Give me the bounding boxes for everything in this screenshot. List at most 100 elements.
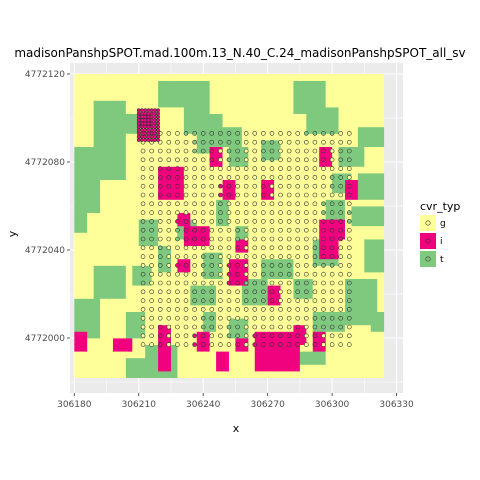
raster-cell [216, 126, 223, 134]
raster-cell [377, 225, 385, 233]
raster-cell [93, 357, 101, 365]
point-t [157, 245, 163, 251]
point-i [321, 148, 326, 154]
point-g [312, 192, 318, 198]
raster-cell [112, 74, 120, 81]
point-g [157, 298, 163, 303]
raster-cell [370, 225, 378, 233]
raster-cell [93, 311, 101, 319]
raster-cell [228, 219, 236, 227]
raster-cell [170, 140, 178, 147]
raster-cell [274, 371, 281, 378]
raster-cell [377, 173, 385, 180]
raster-cell [364, 186, 372, 194]
raster-cell [93, 351, 101, 359]
raster-cell [228, 351, 236, 359]
raster-cell [254, 239, 262, 246]
raster-cell [286, 291, 294, 299]
x-tick-label: 306210 [122, 400, 157, 410]
raster-cell [112, 344, 120, 352]
raster-cell [351, 364, 359, 372]
raster-cell [325, 364, 333, 372]
point-i [329, 227, 335, 233]
raster-cell [274, 239, 281, 246]
raster-cell [80, 265, 88, 273]
raster-cell [170, 371, 178, 378]
raster-cell [74, 265, 82, 273]
raster-cell [196, 206, 204, 213]
raster-cell [357, 166, 365, 174]
raster-cell [87, 364, 95, 372]
raster-cell [261, 364, 269, 372]
raster-cell [80, 126, 88, 134]
raster-cell [151, 305, 159, 312]
raster-cell [364, 305, 372, 312]
raster-cell [241, 212, 249, 220]
point-t [226, 148, 232, 154]
raster-cell [332, 219, 339, 227]
point-g [304, 201, 309, 207]
raster-cell [267, 258, 275, 266]
raster-cell [325, 100, 333, 108]
raster-cell [119, 278, 127, 286]
raster-cell [364, 140, 372, 147]
raster-cell [261, 93, 269, 101]
point-i [149, 111, 154, 116]
point-i [200, 342, 206, 347]
point-g [338, 192, 343, 198]
point-g [192, 157, 197, 163]
raster-cell [151, 357, 159, 365]
point-g [175, 289, 180, 295]
raster-cell [228, 245, 236, 253]
raster-cell [377, 140, 385, 147]
point-g [286, 307, 292, 312]
raster-cell [293, 351, 301, 359]
point-g [243, 148, 249, 154]
point-i [175, 166, 180, 171]
raster-cell [164, 153, 172, 161]
point-g [346, 342, 352, 347]
point-g [175, 315, 180, 321]
point-i [146, 134, 151, 139]
raster-cell [158, 113, 165, 121]
raster-cell [241, 206, 249, 213]
raster-cell [164, 126, 172, 134]
point-g [157, 315, 163, 321]
raster-cell [261, 265, 269, 273]
raster-cell [299, 126, 307, 134]
raster-cell [190, 153, 198, 161]
raster-cell [119, 93, 127, 101]
point-g [278, 289, 283, 295]
raster-cell [177, 126, 185, 134]
raster-cell [145, 239, 153, 246]
raster-cell [196, 285, 204, 293]
raster-cell [119, 192, 127, 200]
point-t [261, 148, 266, 154]
raster-cell [280, 239, 288, 246]
raster-cell [299, 179, 307, 187]
raster-cell [177, 173, 185, 180]
raster-cell [280, 278, 288, 286]
raster-cell [112, 80, 120, 88]
raster-cell [344, 371, 352, 378]
raster-cell [377, 179, 385, 187]
point-t [149, 227, 154, 233]
raster-cell [158, 351, 165, 359]
raster-cell [138, 239, 146, 246]
point-t [243, 280, 249, 286]
raster-cell [100, 344, 107, 352]
raster-cell [299, 166, 307, 174]
raster-cell [112, 371, 120, 378]
point-g [209, 245, 215, 251]
raster-cell [248, 245, 256, 253]
point-i [235, 271, 240, 277]
point-t [226, 324, 232, 330]
raster-cell [274, 258, 281, 266]
raster-cell [312, 364, 320, 372]
point-i [209, 157, 215, 163]
raster-cell [164, 311, 172, 319]
raster-cell [286, 113, 294, 121]
point-g [157, 280, 163, 286]
raster-cell [151, 173, 159, 180]
point-g [338, 131, 343, 136]
